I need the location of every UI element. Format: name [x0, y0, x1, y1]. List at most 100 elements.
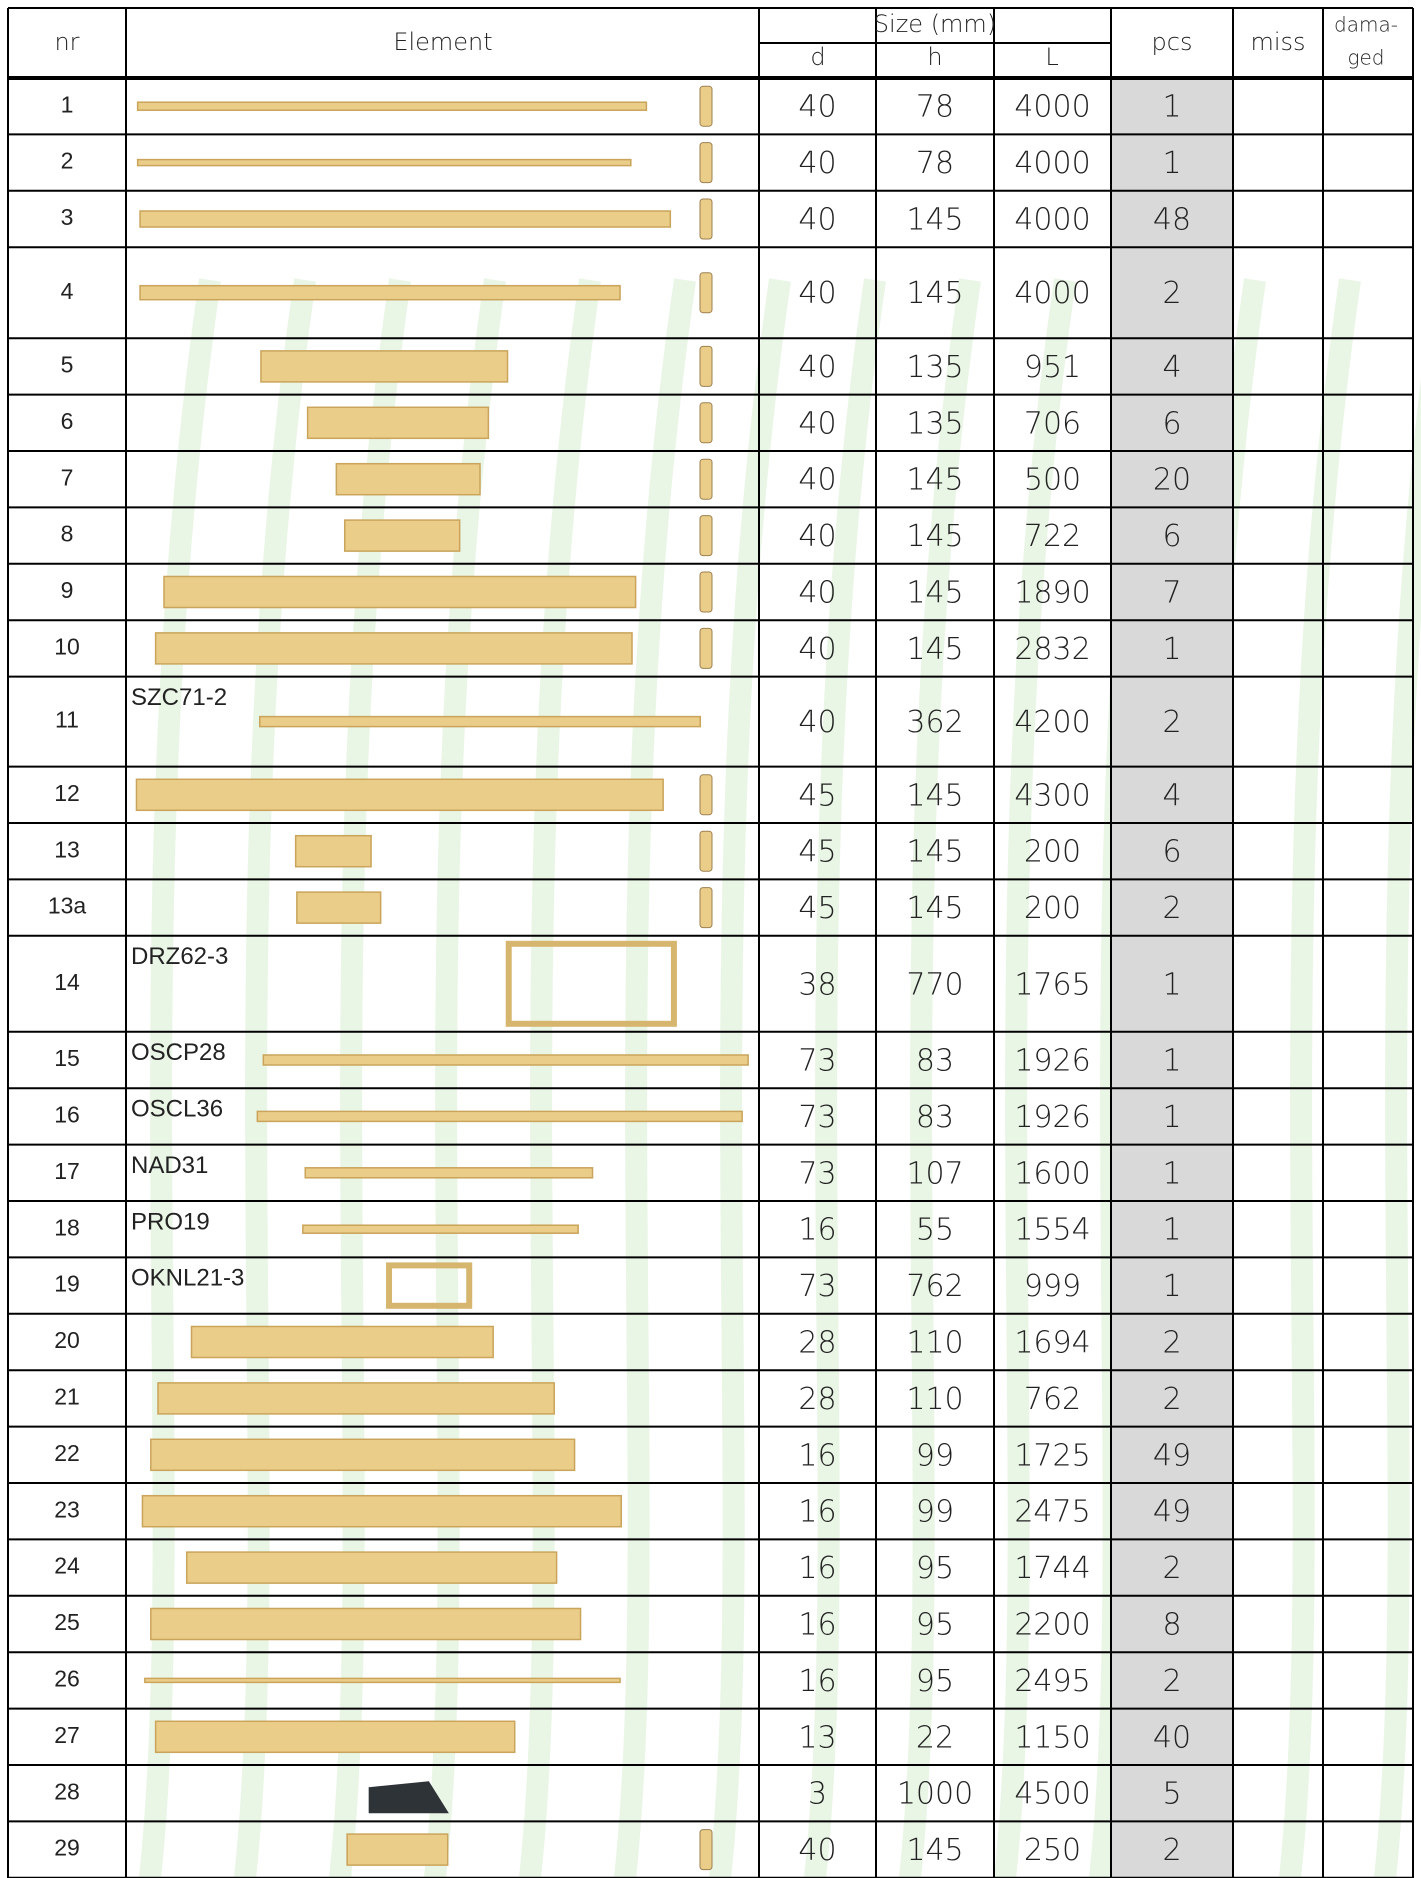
plank-drawing	[154, 632, 633, 665]
size-l: 4000	[1014, 90, 1090, 125]
header-h: h	[927, 43, 942, 71]
size-h: 145	[906, 576, 963, 611]
pieces: 1	[1162, 146, 1181, 181]
plank-drawing	[157, 1382, 555, 1415]
profile-drawing	[699, 774, 713, 816]
size-l: 4200	[1014, 705, 1090, 740]
row-number: 4	[61, 278, 74, 304]
size-l: 2475	[1014, 1495, 1090, 1530]
size-l: 4500	[1014, 1777, 1090, 1812]
pieces: 6	[1162, 519, 1181, 554]
plank-drawing	[154, 1720, 516, 1754]
pieces: 4	[1162, 778, 1181, 813]
pieces: 6	[1162, 406, 1181, 441]
size-d: 16	[798, 1438, 836, 1473]
pieces: 2	[1162, 705, 1181, 740]
size-h: 145	[906, 519, 963, 554]
size-h: 145	[906, 891, 963, 926]
pieces: 1	[1162, 1213, 1181, 1248]
plank-drawing	[302, 1224, 579, 1234]
row-number: 23	[54, 1496, 80, 1522]
size-l: 1694	[1014, 1326, 1090, 1361]
row-number: 21	[54, 1383, 80, 1409]
size-d: 40	[798, 203, 836, 238]
decor-stroke	[804, 278, 886, 1878]
size-h: 762	[906, 1269, 963, 1304]
frame-drawing	[386, 1262, 473, 1309]
size-d: 40	[798, 90, 836, 125]
size-l: 1744	[1014, 1551, 1090, 1586]
plank-drawing	[144, 1677, 621, 1684]
size-l: 999	[1024, 1269, 1081, 1304]
pieces: 2	[1162, 1833, 1181, 1868]
size-l: 200	[1024, 891, 1081, 926]
size-h: 55	[916, 1213, 954, 1248]
element-code: SZC71-2	[131, 684, 227, 711]
row-number: 8	[61, 521, 74, 547]
size-l: 1926	[1014, 1044, 1090, 1079]
header-l: L	[1045, 43, 1058, 71]
size-l: 200	[1024, 835, 1081, 870]
size-h: 135	[906, 350, 963, 385]
size-d: 40	[798, 519, 836, 554]
pieces: 2	[1162, 1551, 1181, 1586]
profile-drawing	[699, 627, 713, 669]
header-d: d	[810, 43, 825, 71]
pieces: 2	[1162, 1326, 1181, 1361]
header-pcs: pcs	[1152, 28, 1193, 56]
row-number: 1	[61, 91, 74, 117]
pieces: 6	[1162, 835, 1181, 870]
row-number: 18	[54, 1214, 80, 1240]
row-number: 2	[61, 148, 74, 174]
size-d: 40	[798, 146, 836, 181]
decor-stroke	[899, 278, 981, 1878]
plank-drawing	[296, 891, 382, 924]
row-number: 10	[54, 633, 80, 659]
decor-stroke	[709, 278, 791, 1878]
row-number: 25	[54, 1609, 80, 1635]
pieces: 4	[1162, 350, 1181, 385]
profile-drawing	[699, 458, 713, 500]
size-d: 73	[798, 1100, 836, 1135]
pieces: 5	[1162, 1777, 1181, 1812]
pieces: 48	[1153, 203, 1191, 238]
profile-drawing	[699, 887, 713, 929]
size-l: 722	[1024, 519, 1081, 554]
size-h: 83	[916, 1044, 954, 1079]
pieces: 20	[1153, 463, 1191, 498]
plank-drawing	[139, 284, 621, 301]
element-code: DRZ62-3	[131, 943, 228, 970]
profile-drawing	[699, 142, 713, 184]
size-l: 951	[1024, 350, 1081, 385]
profile-drawing	[699, 85, 713, 127]
pieces: 1	[1162, 632, 1181, 667]
profile-drawing	[699, 830, 713, 872]
size-d: 40	[798, 705, 836, 740]
row-number: 12	[54, 780, 80, 806]
pieces: 2	[1162, 1382, 1181, 1417]
size-l: 4000	[1014, 203, 1090, 238]
plank-drawing	[136, 158, 632, 167]
pieces: 7	[1162, 576, 1181, 611]
row-number: 17	[54, 1158, 80, 1184]
size-h: 145	[906, 463, 963, 498]
plank-drawing	[260, 350, 509, 383]
size-h: 145	[906, 276, 963, 311]
size-d: 45	[798, 835, 836, 870]
pieces: 2	[1162, 891, 1181, 926]
size-d: 16	[798, 1213, 836, 1248]
decor-stroke	[1279, 278, 1361, 1878]
size-h: 95	[916, 1551, 954, 1586]
size-l: 2495	[1014, 1664, 1090, 1699]
size-d: 40	[798, 463, 836, 498]
row-number: 24	[54, 1553, 80, 1579]
plank-drawing	[135, 778, 664, 812]
profile-drawing	[699, 1829, 713, 1871]
plank-drawing	[190, 1325, 494, 1359]
texts: nr Element Size (mm) d h L pcs miss dama…	[48, 10, 1398, 1868]
plank-drawing	[335, 462, 481, 496]
size-l: 762	[1024, 1382, 1081, 1417]
size-h: 95	[916, 1664, 954, 1699]
plank-drawing	[150, 1438, 576, 1472]
profile-drawing	[699, 198, 713, 240]
